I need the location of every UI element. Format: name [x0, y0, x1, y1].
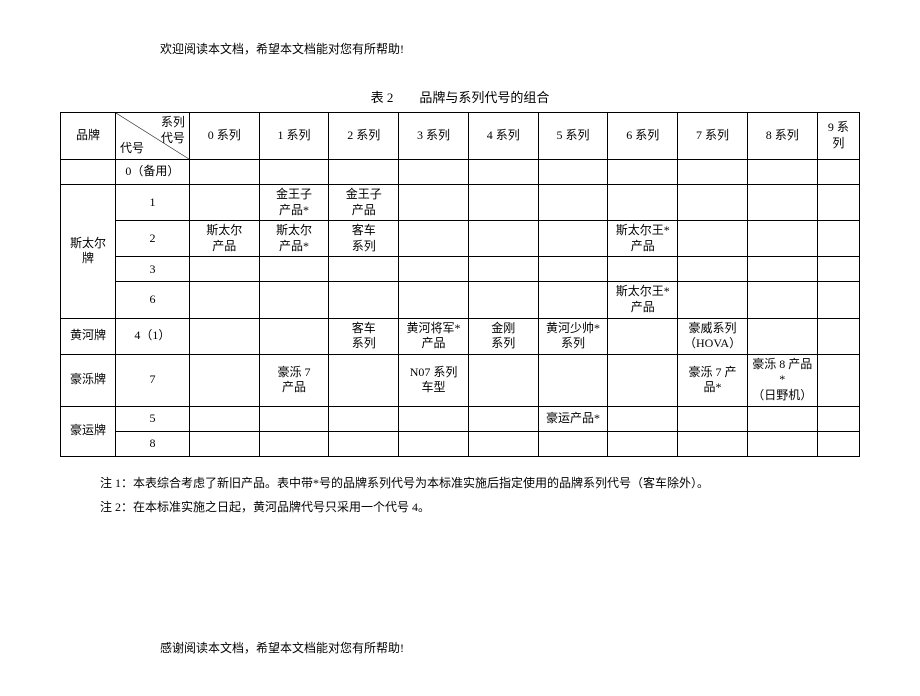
- row-6: 6 斯太尔王*产品: [61, 282, 860, 318]
- r2c1: 斯太尔产品*: [259, 221, 329, 257]
- r1c2: 金王子产品: [329, 185, 399, 221]
- r4c4: 金刚系列: [468, 318, 538, 354]
- code-5: 5: [115, 406, 189, 431]
- r6c6: 斯太尔王*产品: [608, 282, 678, 318]
- brand-ster: 斯太尔牌: [61, 185, 116, 319]
- col-9: 9 系列: [817, 113, 859, 160]
- row-3: 3: [61, 257, 860, 282]
- col-1: 1 系列: [259, 113, 329, 160]
- col-6: 6 系列: [608, 113, 678, 160]
- brand-haomo: 豪泺牌: [61, 354, 116, 406]
- brand-haoyun: 豪运牌: [61, 406, 116, 456]
- table-title: 表 2 品牌与系列代号的组合: [60, 87, 860, 106]
- code-4: 4（1）: [115, 318, 189, 354]
- diag-top-label: 系列代号: [161, 115, 185, 146]
- col-7: 7 系列: [678, 113, 748, 160]
- note-2: 注 2：在本标准实施之日起，黄河品牌代号只采用一个代号 4。: [100, 495, 860, 519]
- col-3: 3 系列: [399, 113, 469, 160]
- code-6: 6: [115, 282, 189, 318]
- row-4: 黄河牌 4（1） 客车系列 黄河将军*产品 金刚系列 黄河少帅*系列 豪威系列（…: [61, 318, 860, 354]
- bottom-greeting: 感谢阅读本文档，希望本文档能对您有所帮助!: [160, 639, 860, 656]
- code-2: 2: [115, 221, 189, 257]
- code-3: 3: [115, 257, 189, 282]
- r4c3: 黄河将军*产品: [399, 318, 469, 354]
- col-2: 2 系列: [329, 113, 399, 160]
- code-7: 7: [115, 354, 189, 406]
- r2c6: 斯太尔王*产品: [608, 221, 678, 257]
- row-5: 豪运牌 5 豪运产品*: [61, 406, 860, 431]
- row-7: 豪泺牌 7 豪泺 7产品 N07 系列车型 豪泺 7 产品* 豪泺 8 产品*（…: [61, 354, 860, 406]
- r4c7: 豪威系列（HOVA）: [678, 318, 748, 354]
- col-0: 0 系列: [189, 113, 259, 160]
- row-1: 斯太尔牌 1 金王子产品* 金王子产品: [61, 185, 860, 221]
- r5c5: 豪运产品*: [538, 406, 608, 431]
- r2c0: 斯太尔产品: [189, 221, 259, 257]
- code-1: 1: [115, 185, 189, 221]
- row-0: 0（备用）: [61, 160, 860, 185]
- brand-series-table: 品牌 系列代号 代号 0 系列 1 系列 2 系列 3 系列 4 系列 5 系列…: [60, 112, 860, 457]
- brand-huanghe: 黄河牌: [61, 318, 116, 354]
- r4c2: 客车系列: [329, 318, 399, 354]
- col-5: 5 系列: [538, 113, 608, 160]
- r4c5: 黄河少帅*系列: [538, 318, 608, 354]
- r7c7: 豪泺 7 产品*: [678, 354, 748, 406]
- row-8: 8: [61, 431, 860, 456]
- top-greeting: 欢迎阅读本文档，希望本文档能对您有所帮助!: [160, 40, 860, 57]
- col-brand: 品牌: [61, 113, 116, 160]
- diag-bot-label: 代号: [120, 141, 144, 157]
- r1c1: 金王子产品*: [259, 185, 329, 221]
- r7c3: N07 系列车型: [399, 354, 469, 406]
- r2c2: 客车系列: [329, 221, 399, 257]
- code-8: 8: [115, 431, 189, 456]
- note-1: 注 1：本表综合考虑了新旧产品。表中带*号的品牌系列代号为本标准实施后指定使用的…: [100, 471, 860, 495]
- col-4: 4 系列: [468, 113, 538, 160]
- r7c1: 豪泺 7产品: [259, 354, 329, 406]
- row-2: 2 斯太尔产品 斯太尔产品* 客车系列 斯太尔王*产品: [61, 221, 860, 257]
- code-0: 0（备用）: [115, 160, 189, 185]
- r7c8: 豪泺 8 产品*（日野机）: [747, 354, 817, 406]
- diag-header: 系列代号 代号: [115, 113, 189, 160]
- header-row: 品牌 系列代号 代号 0 系列 1 系列 2 系列 3 系列 4 系列 5 系列…: [61, 113, 860, 160]
- col-8: 8 系列: [747, 113, 817, 160]
